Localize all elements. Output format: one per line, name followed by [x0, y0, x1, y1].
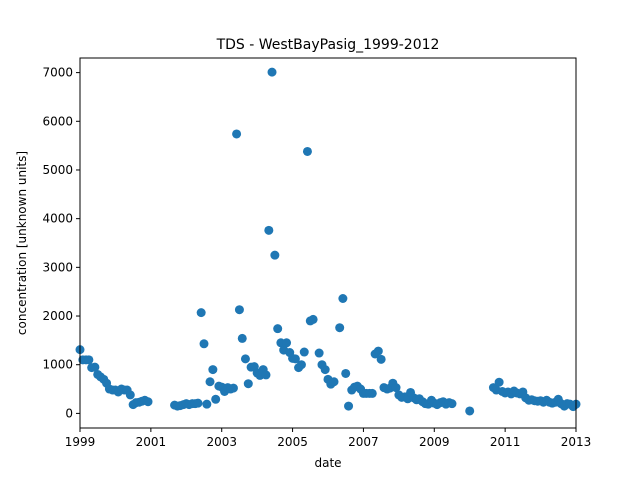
data-point [329, 377, 339, 387]
data-point [282, 338, 292, 348]
data-point [199, 339, 209, 349]
data-point [338, 294, 348, 303]
data-point [208, 365, 218, 375]
data-point [494, 377, 504, 387]
x-tick-label: 2011 [490, 435, 521, 449]
x-tick-label: 2003 [206, 435, 237, 449]
data-point [308, 314, 318, 324]
x-tick-label: 1999 [65, 435, 96, 449]
x-tick-label: 2009 [419, 435, 450, 449]
data-point [373, 346, 383, 356]
data-point [273, 324, 283, 334]
data-point [261, 370, 271, 380]
y-tick-label: 2000 [42, 309, 73, 323]
x-tick-label: 2007 [348, 435, 379, 449]
data-point [228, 383, 238, 393]
y-tick-label: 0 [65, 406, 73, 420]
y-axis-label: concentration [unknown units] [15, 151, 29, 335]
data-point [335, 323, 345, 333]
data-point [302, 146, 312, 156]
data-point [211, 394, 221, 404]
x-tick-label: 2013 [561, 435, 592, 449]
data-point [143, 397, 153, 407]
x-tick-label: 2005 [277, 435, 308, 449]
data-point [465, 406, 475, 416]
data-point [299, 347, 309, 357]
data-point [193, 398, 203, 408]
data-point [264, 225, 274, 235]
y-axis-ticks: 0 1000 2000 3000 4000 5000 6000 7000 [42, 66, 80, 420]
data-point [447, 399, 457, 409]
data-point [232, 129, 242, 139]
data-point [125, 390, 135, 400]
data-point [314, 348, 324, 358]
data-point [267, 67, 277, 77]
data-point [196, 308, 206, 318]
data-point [341, 368, 351, 378]
y-tick-label: 4000 [42, 212, 73, 226]
data-point [391, 383, 401, 393]
data-point [243, 379, 253, 389]
data-point [296, 360, 306, 370]
data-point [202, 399, 212, 409]
y-tick-label: 5000 [42, 163, 73, 177]
chart-title: TDS - WestBayPasig_1999-2012 [216, 37, 440, 53]
data-point [90, 362, 100, 372]
data-point [344, 401, 354, 411]
y-tick-label: 6000 [42, 114, 73, 128]
data-point [205, 377, 215, 387]
data-point [320, 365, 330, 375]
data-point [290, 354, 300, 364]
x-axis-label: date [314, 456, 341, 470]
x-axis-ticks: 1999 2001 2003 2005 2007 2009 2011 2013 [65, 428, 592, 449]
y-tick-label: 7000 [42, 66, 73, 80]
data-point [84, 355, 94, 365]
data-point [367, 388, 377, 398]
x-tick-label: 2001 [136, 435, 167, 449]
y-tick-label: 3000 [42, 260, 73, 274]
plot-frame [79, 57, 577, 429]
data-point [376, 354, 386, 364]
data-point [270, 250, 280, 260]
data-point [234, 305, 244, 315]
data-point [237, 333, 247, 343]
data-point [240, 354, 250, 364]
data-points [75, 67, 581, 416]
y-tick-label: 1000 [42, 358, 73, 372]
